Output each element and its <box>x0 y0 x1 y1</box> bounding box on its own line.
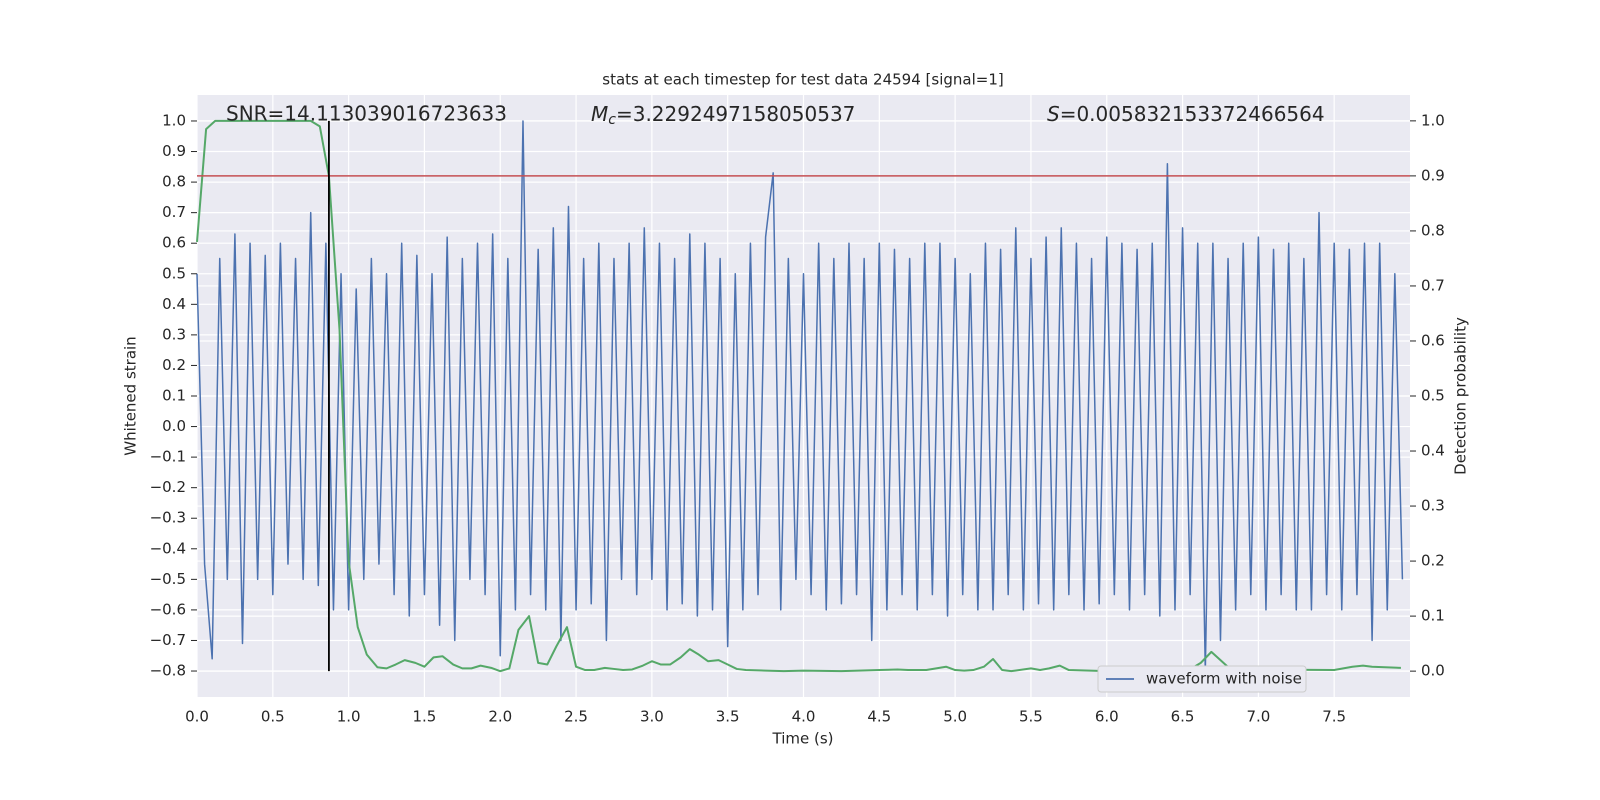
y2-tick-label: 0.6 <box>1421 331 1445 349</box>
s-symbol: S <box>1047 102 1060 126</box>
y-tick-label: −0.2 <box>150 478 186 496</box>
y-tick-label: 0.9 <box>162 142 186 160</box>
y-tick-label: −0.7 <box>150 631 186 649</box>
x-tick-label: 0.0 <box>185 708 209 726</box>
waveform-line <box>196 120 1404 672</box>
probability-line <box>196 119 1401 673</box>
y2-tick-label: 0.5 <box>1421 387 1445 405</box>
x-tick-label: 3.5 <box>716 708 740 726</box>
y-axis-label: Whitened strain <box>122 336 140 455</box>
mc-annotation: Mc=3.2292497158050537 <box>591 102 855 129</box>
mc-subscript: c <box>608 112 616 128</box>
y-tick-label: −0.6 <box>150 600 186 618</box>
x-tick-label: 5.0 <box>943 708 967 726</box>
snr-annotation: SNR=14.113039016723633 <box>226 102 507 126</box>
x-tick-label: 4.5 <box>867 708 891 726</box>
y2-tick-label: 0.3 <box>1421 497 1445 515</box>
y-tick-label: 0.8 <box>162 173 186 191</box>
x-tick-label: 3.0 <box>640 708 664 726</box>
y-tick-label: 0.6 <box>162 234 186 252</box>
y-tick-label: 0.7 <box>162 203 186 221</box>
y2-tick-label: 0.2 <box>1421 552 1445 570</box>
mc-symbol: M <box>591 102 608 126</box>
y-tick-label: −0.3 <box>150 509 186 527</box>
legend-box <box>1097 665 1307 693</box>
x-tick-label: 0.5 <box>261 708 285 726</box>
legend-label: waveform with noise <box>1146 670 1302 688</box>
s-annotation: S=0.005832153372466564 <box>1047 102 1325 126</box>
y-tick-label: 0.1 <box>162 387 186 405</box>
x-tick-label: 4.0 <box>792 708 816 726</box>
y-tick-label: 1.0 <box>162 111 186 129</box>
x-tick-label: 2.0 <box>488 708 512 726</box>
y-tick-label: −0.4 <box>150 539 186 557</box>
x-tick-label: 2.5 <box>564 708 588 726</box>
y-tick-label: −0.8 <box>150 662 186 680</box>
y2-axis-label: Detection probability <box>1452 317 1470 475</box>
x-tick-label: 6.0 <box>1095 708 1119 726</box>
y-tick-label: 0.5 <box>162 264 186 282</box>
y-tick-label: 0.2 <box>162 356 186 374</box>
x-tick-label: 6.5 <box>1171 708 1195 726</box>
y-tick-label: −0.1 <box>150 448 186 466</box>
x-tick-label: 1.5 <box>413 708 437 726</box>
x-tick-label: 7.5 <box>1322 708 1346 726</box>
y2-tick-label: 0.0 <box>1421 662 1445 680</box>
y-tick-label: 0.0 <box>162 417 186 435</box>
y-tick-label: −0.5 <box>150 570 186 588</box>
s-value: =0.005832153372466564 <box>1060 102 1325 126</box>
chart-title: stats at each timestep for test data 245… <box>602 71 1003 89</box>
mc-value: =3.2292497158050537 <box>616 102 855 126</box>
y2-tick-label: 0.1 <box>1421 607 1445 625</box>
y-tick-label: 0.4 <box>162 295 186 313</box>
y2-tick-label: 1.0 <box>1421 111 1445 129</box>
x-tick-label: 7.0 <box>1246 708 1270 726</box>
y2-tick-label: 0.7 <box>1421 276 1445 294</box>
x-axis-label: Time (s) <box>772 730 834 748</box>
y-tick-label: 0.3 <box>162 325 186 343</box>
y2-tick-label: 0.9 <box>1421 166 1445 184</box>
x-tick-label: 1.0 <box>337 708 361 726</box>
x-tick-label: 5.5 <box>1019 708 1043 726</box>
y2-tick-label: 0.8 <box>1421 221 1445 239</box>
y2-tick-label: 0.4 <box>1421 442 1445 460</box>
